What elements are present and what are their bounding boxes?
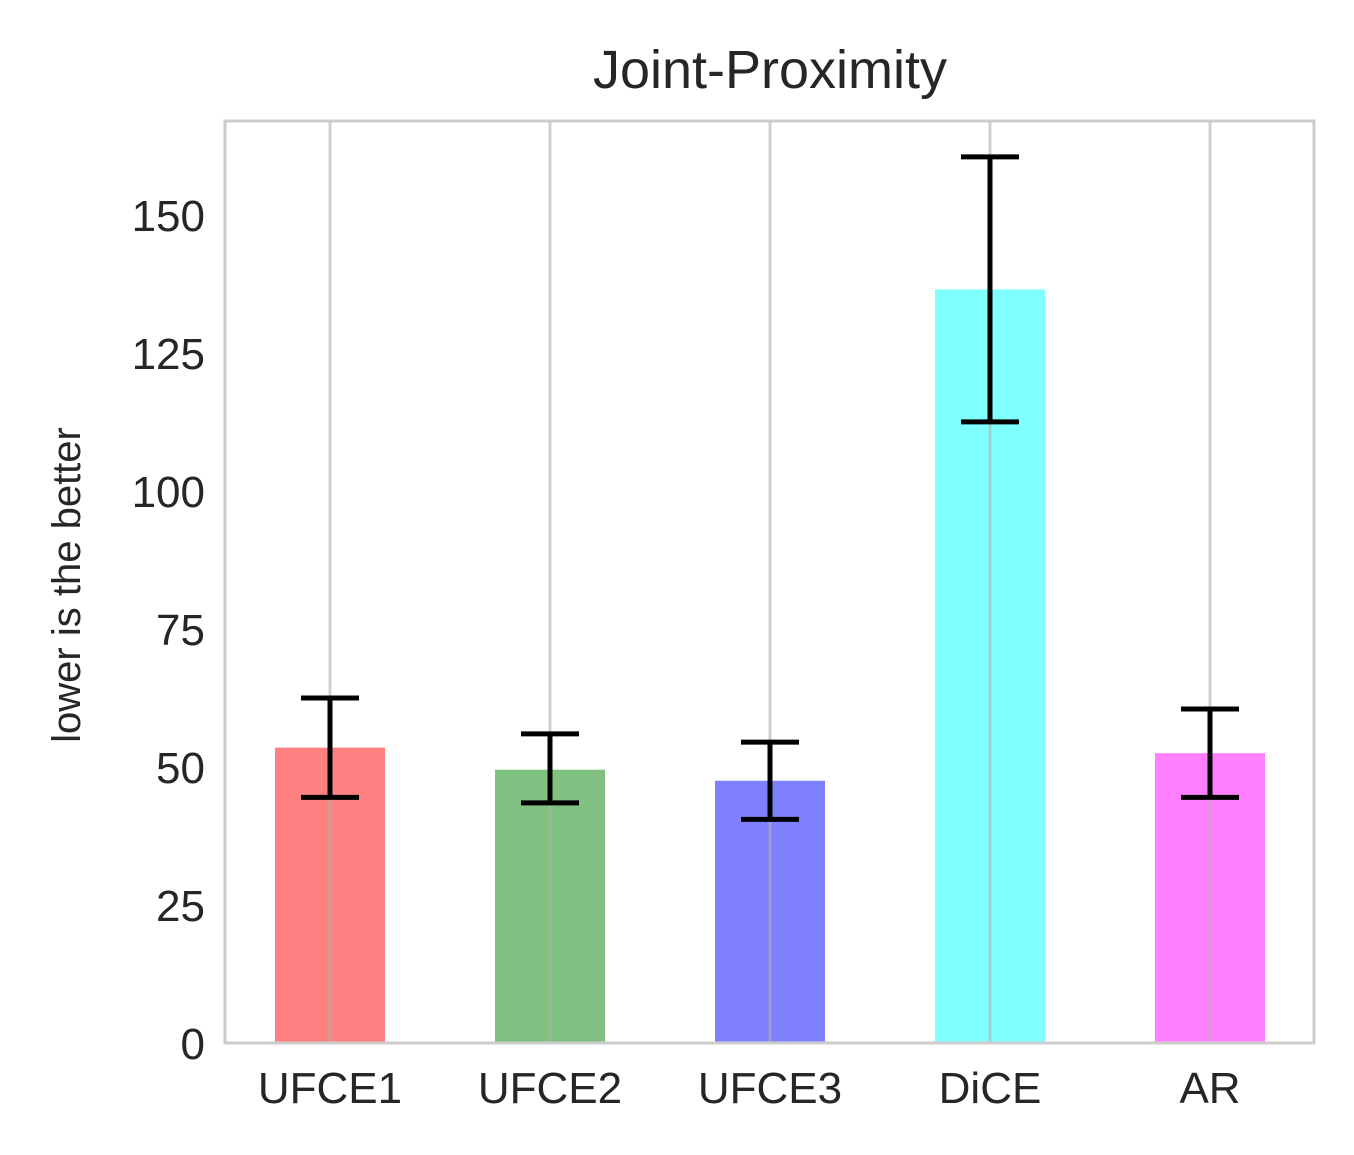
x-tick-label-ufce2: UFCE2 <box>478 1064 622 1113</box>
y-tick-label: 125 <box>132 330 205 379</box>
y-tick-label: 50 <box>156 744 205 793</box>
y-tick-label: 75 <box>156 606 205 655</box>
x-tick-label-ufce1: UFCE1 <box>258 1064 402 1113</box>
y-axis-label: lower is the better <box>45 427 89 743</box>
x-tick-label-ar: AR <box>1179 1064 1240 1113</box>
grid-lines <box>328 121 1212 1043</box>
y-tick-label: 150 <box>132 192 205 241</box>
plot-frame <box>223 119 1316 1045</box>
error-bar-ufce3 <box>741 739 799 822</box>
error-bars <box>301 154 1239 822</box>
error-bar-ufce2 <box>521 731 579 806</box>
y-tick-label: 25 <box>156 882 205 931</box>
x-tick-label-dice: DiCE <box>939 1064 1042 1113</box>
x-tick-label-ufce3: UFCE3 <box>698 1064 842 1113</box>
error-bar-ufce1 <box>301 695 359 800</box>
chart-title: Joint-Proximity <box>593 40 947 100</box>
y-tick-label: 0 <box>181 1020 205 1069</box>
error-bar-dice <box>961 154 1019 425</box>
error-bar-ar <box>1181 706 1239 800</box>
y-tick-label: 100 <box>132 468 205 517</box>
tick-labels: UFCE1 UFCE2 UFCE3 DiCE AR 0 25 50 75 100 125 150 <box>132 192 1241 1113</box>
